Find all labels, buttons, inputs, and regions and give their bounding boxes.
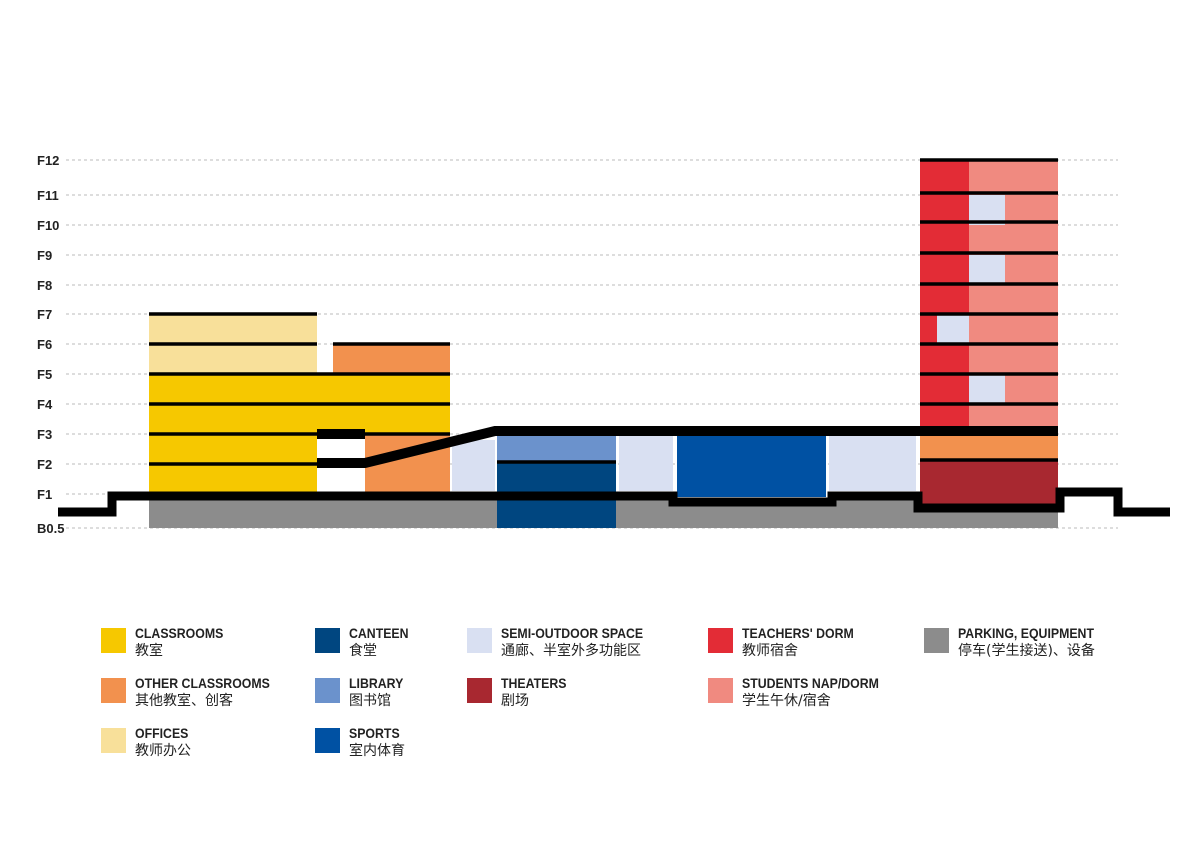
semi-outdoor-block bbox=[969, 195, 1005, 225]
semi-outdoor-block bbox=[829, 434, 916, 491]
semi-outdoor-block bbox=[969, 255, 1005, 285]
floor-label: F7 bbox=[37, 307, 52, 322]
legend-label-en: SPORTS bbox=[349, 725, 400, 741]
floor-label: F3 bbox=[37, 427, 52, 442]
legend-label-cn: 教师宿舍 bbox=[742, 643, 798, 659]
legend-swatch bbox=[467, 628, 492, 653]
legend-label-cn: 通廊、半室外多功能区 bbox=[501, 643, 641, 659]
semi-outdoor-block bbox=[452, 440, 495, 491]
legend-swatch bbox=[708, 678, 733, 703]
legend-item-teachers-dorm: TEACHERS' DORM 教师宿舍 bbox=[708, 625, 869, 661]
ramp-slab bbox=[317, 426, 1058, 468]
legend-item-offices: OFFICES 教师办公 bbox=[101, 725, 196, 761]
bridge-slab bbox=[317, 429, 365, 439]
legend-swatch bbox=[924, 628, 949, 653]
legend-swatch bbox=[315, 628, 340, 653]
legend-label-en: THEATERS bbox=[501, 675, 567, 691]
legend-item-sports: SPORTS 室内体育 bbox=[315, 725, 407, 761]
floor-label: F12 bbox=[37, 153, 59, 168]
other-classrooms-block bbox=[333, 344, 450, 374]
legend-item-other-classrooms: OTHER CLASSROOMS 其他教室、创客 bbox=[101, 675, 288, 711]
theaters-block bbox=[920, 460, 1058, 505]
legend-label-en: PARKING, EQUIPMENT bbox=[958, 625, 1094, 641]
legend-label-en: CANTEEN bbox=[349, 625, 409, 641]
teachers-dorm-block bbox=[920, 160, 969, 428]
legend-item-classrooms: CLASSROOMS 教室 bbox=[101, 625, 235, 661]
legend-item-parking: PARKING, EQUIPMENT 停车(学生接送)、设备 bbox=[924, 625, 1113, 661]
legend-item-canteen: CANTEEN 食堂 bbox=[315, 625, 417, 661]
floor-label: F5 bbox=[37, 367, 52, 382]
floor-label: B0.5 bbox=[37, 521, 64, 536]
legend-item-students-dorm: STUDENTS NAP/DORM 学生午休/宿舍 bbox=[708, 675, 898, 711]
floor-label: F6 bbox=[37, 337, 52, 352]
semi-outdoor-block bbox=[937, 314, 969, 344]
semi-outdoor-block bbox=[619, 434, 673, 491]
library-block bbox=[497, 434, 616, 462]
sports-block bbox=[677, 434, 826, 497]
legend-label-en: LIBRARY bbox=[349, 675, 404, 691]
legend-item-theaters: THEATERS 剧场 bbox=[467, 675, 575, 711]
legend-label-en: OFFICES bbox=[135, 725, 189, 741]
building-section-diagram: F12 F11 F10 F9 F8 F7 F6 F5 F4 F3 F2 F1 B0.5 bbox=[37, 153, 1170, 536]
legend-label-cn: 剧场 bbox=[501, 693, 529, 709]
floor-label: F1 bbox=[37, 487, 52, 502]
floor-label: F4 bbox=[37, 397, 53, 412]
legend-swatch bbox=[101, 628, 126, 653]
legend-swatch bbox=[708, 628, 733, 653]
floor-label: F10 bbox=[37, 218, 59, 233]
legend-label-cn: 室内体育 bbox=[349, 743, 405, 759]
legend-item-semi-outdoor: SEMI-OUTDOOR SPACE 通廊、半室外多功能区 bbox=[467, 625, 663, 661]
legend-label-cn: 食堂 bbox=[349, 643, 377, 659]
legend-label-cn: 其他教室、创客 bbox=[135, 693, 233, 709]
floor-label: F11 bbox=[37, 188, 59, 203]
semi-outdoor-block bbox=[969, 374, 1005, 404]
legend-label-cn: 停车(学生接送)、设备 bbox=[958, 643, 1095, 659]
legend-swatch bbox=[101, 678, 126, 703]
ground-line bbox=[58, 487, 1170, 517]
legend-label-cn: 教室 bbox=[135, 643, 163, 659]
legend-label-en: SEMI-OUTDOOR SPACE bbox=[501, 625, 644, 641]
floor-label: F2 bbox=[37, 457, 52, 472]
legend-label-en: STUDENTS NAP/DORM bbox=[742, 675, 879, 691]
other-classrooms-block bbox=[920, 434, 1058, 460]
legend-swatch bbox=[101, 728, 126, 753]
floor-label: F8 bbox=[37, 278, 52, 293]
legend-label-en: TEACHERS' DORM bbox=[742, 625, 854, 641]
legend-swatch bbox=[315, 678, 340, 703]
legend-label-en: OTHER CLASSROOMS bbox=[135, 675, 270, 691]
legend-label-cn: 学生午休/宿舍 bbox=[742, 693, 831, 709]
legend-label-en: CLASSROOMS bbox=[135, 625, 224, 641]
floor-label: F9 bbox=[37, 248, 52, 263]
legend-swatch bbox=[315, 728, 340, 753]
legend-label-cn: 图书馆 bbox=[349, 693, 391, 709]
legend-swatch bbox=[467, 678, 492, 703]
legend-label-cn: 教师办公 bbox=[135, 743, 191, 759]
legend-item-library: LIBRARY 图书馆 bbox=[315, 675, 411, 711]
